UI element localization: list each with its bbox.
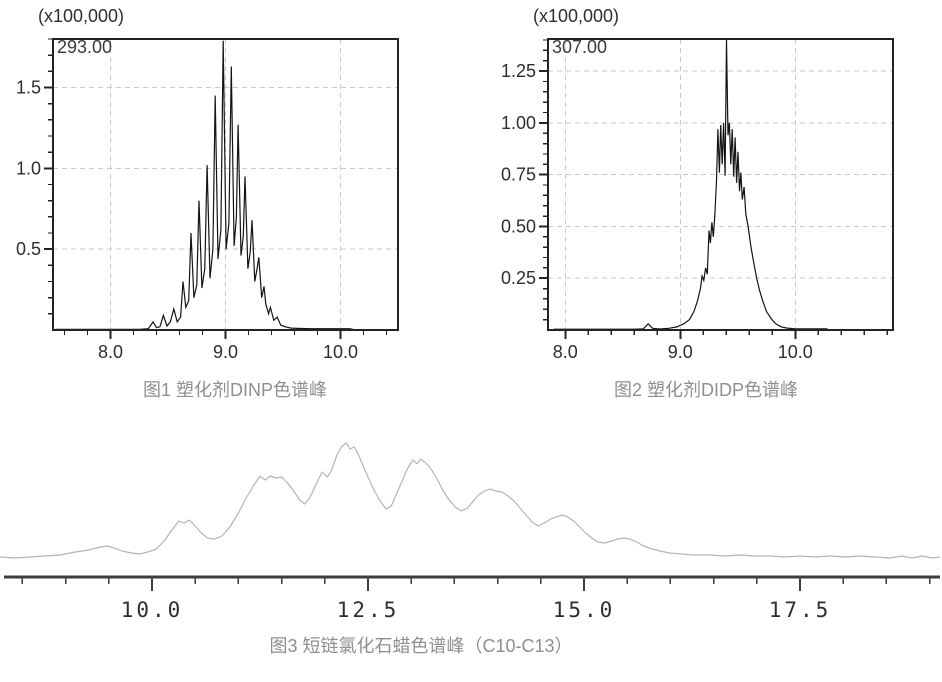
x-tick-label: 10.0 — [121, 598, 184, 622]
y-tick-label: 0.50 — [501, 216, 536, 236]
y-tick-label: 1.5 — [16, 78, 41, 98]
trace-line — [55, 40, 354, 329]
y-tick-label: 1.25 — [501, 61, 536, 81]
x-tick-label: 17.5 — [769, 598, 832, 622]
figure-didp: (x100,000) 8.0 9.0 10.0 0.25 0.50 0.75 1.00 1.2… — [470, 0, 942, 415]
figure-sccp: 10.0 12.5 15.0 17.5 图3 短链氯化石蜡色谱峰（C10-C13） — [0, 425, 942, 682]
x-tick-label: 9.0 — [668, 342, 693, 362]
y-tick-label: 0.5 — [16, 239, 41, 259]
y-tick-label: 0.25 — [501, 268, 536, 288]
figure-dinp: (x100,000) 8.0 9.0 10.0 0.5 1.0 1.5 293.00 图1 … — [0, 0, 470, 415]
didp-scale-label: (x100,000) — [533, 6, 620, 26]
y-tick-label: 0.75 — [501, 165, 536, 185]
trace-line — [553, 40, 828, 329]
mz-annotation: 307.00 — [552, 37, 607, 57]
x-tick-label: 8.0 — [553, 342, 578, 362]
sccp-chart-svg: 10.0 12.5 15.0 17.5 — [0, 442, 941, 622]
x-tick-label: 8.0 — [98, 342, 123, 362]
x-tick-label: 9.0 — [213, 342, 238, 362]
x-tick-label: 12.5 — [337, 598, 400, 622]
dinp-chart-svg: 8.0 9.0 10.0 0.5 1.0 1.5 293.00 — [16, 37, 399, 362]
figure1-caption: 图1 塑化剂DINP色谱峰 — [142, 380, 328, 400]
y-tick-label: 1.0 — [16, 158, 41, 178]
dinp-scale-label: (x100,000) — [38, 6, 125, 26]
x-tick-label: 10.0 — [323, 342, 358, 362]
figure3-caption: 图3 短链氯化石蜡色谱峰（C10-C13） — [269, 636, 573, 656]
plot-box — [547, 38, 894, 331]
didp-chart-svg: 8.0 9.0 10.0 0.25 0.50 0.75 1.00 1.25 307.00 — [501, 37, 894, 362]
mz-annotation: 293.00 — [57, 37, 112, 57]
x-tick-label: 15.0 — [553, 598, 616, 622]
trace-line — [0, 442, 941, 559]
x-tick-label: 10.0 — [778, 342, 813, 362]
y-tick-label: 1.00 — [501, 113, 536, 133]
figure2-caption: 图2 塑化剂DIDP色谱峰 — [613, 380, 799, 400]
